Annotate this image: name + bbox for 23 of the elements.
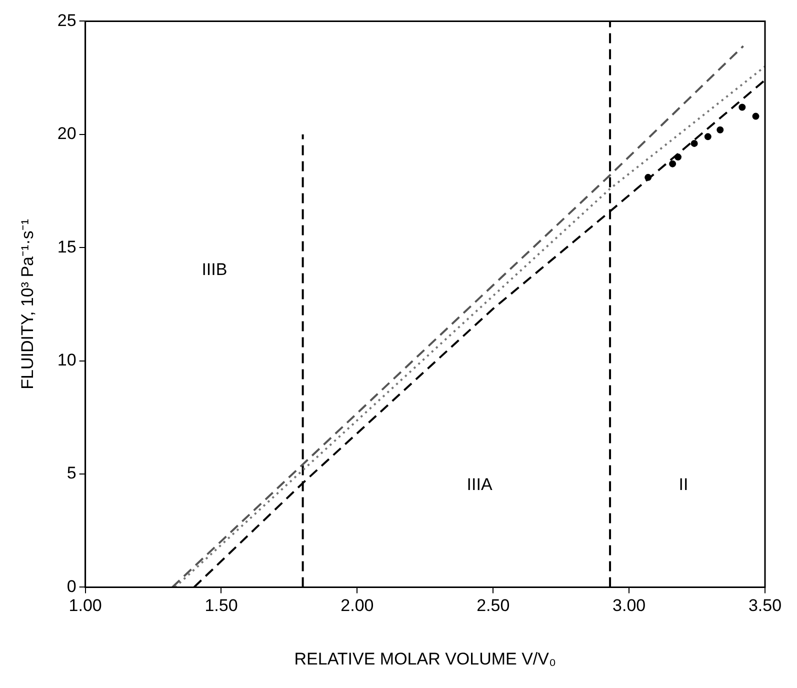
y-tick-label: 25 [57, 10, 76, 30]
point [738, 104, 746, 111]
point [752, 112, 760, 120]
annotation: II [678, 475, 688, 494]
annotation: IIIB [202, 260, 228, 279]
x-tick-label: 1.00 [68, 596, 102, 616]
point [669, 160, 676, 168]
point [704, 133, 712, 140]
x-tick-label: 1.50 [204, 596, 238, 616]
y-tick-label: 0 [66, 576, 76, 596]
x-tick-label: 2.00 [340, 596, 374, 616]
point [690, 140, 698, 147]
point [716, 126, 724, 134]
y-tick-label: 15 [57, 237, 76, 256]
y-axis-title: FLUIDITY, 10³ Pa⁻¹·s⁻¹ [18, 218, 37, 390]
x-tick-label: 2.50 [476, 596, 510, 616]
y-tick-label: 20 [57, 124, 76, 144]
y-tick-label: 5 [66, 464, 76, 483]
y-tick-label: 10 [57, 350, 76, 370]
x-tick-label: 3.50 [748, 596, 782, 616]
x-tick-label: 3.00 [612, 596, 646, 616]
annotation: IIIA [466, 475, 493, 494]
x-axis-title: RELATIVE MOLAR VOLUME V/V₀ [294, 649, 556, 668]
